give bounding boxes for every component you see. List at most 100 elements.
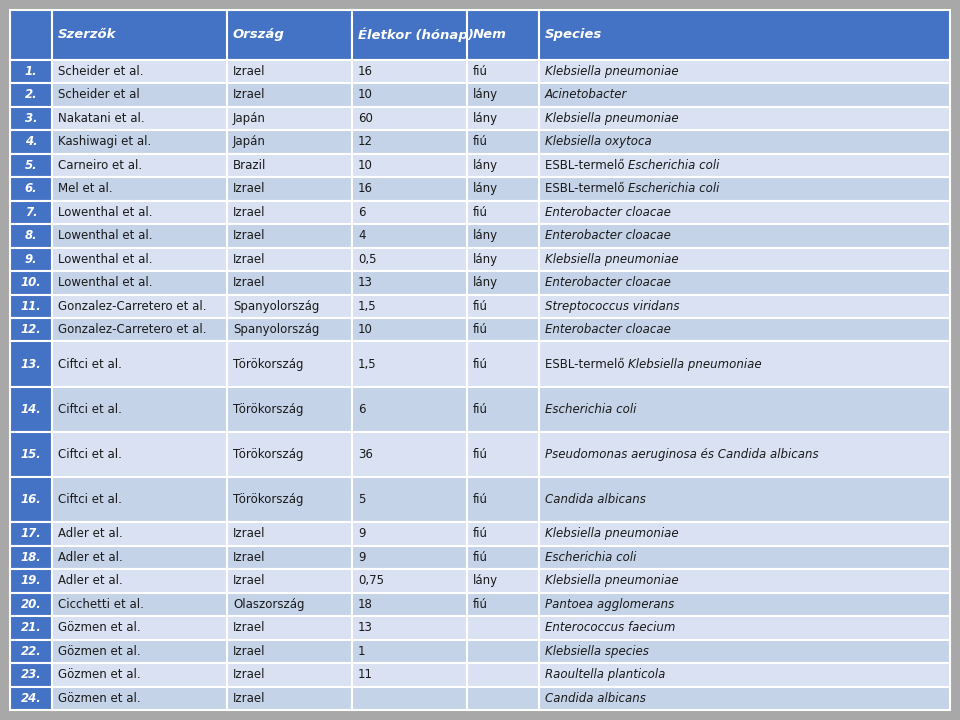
Bar: [539, 84, 950, 107]
Bar: [467, 248, 539, 271]
Text: Izrael: Izrael: [233, 253, 266, 266]
Text: fiú: fiú: [473, 323, 488, 336]
Text: Japán: Japán: [233, 135, 266, 148]
Bar: [352, 294, 467, 318]
Text: 36: 36: [358, 448, 372, 461]
Bar: [227, 130, 352, 153]
Text: Pantoea agglomerans: Pantoea agglomerans: [545, 598, 674, 611]
Text: 20.: 20.: [20, 598, 41, 611]
Text: Candida albicans: Candida albicans: [545, 692, 646, 705]
Bar: [52, 294, 227, 318]
Bar: [352, 271, 467, 294]
Text: Nakatani et al.: Nakatani et al.: [58, 112, 145, 125]
Text: 23.: 23.: [20, 668, 41, 681]
Text: Izrael: Izrael: [233, 89, 266, 102]
Text: fiú: fiú: [473, 135, 488, 148]
Text: lány: lány: [473, 229, 498, 243]
Bar: [539, 271, 950, 294]
Bar: [352, 593, 467, 616]
Bar: [227, 616, 352, 639]
Bar: [10, 639, 52, 663]
Text: 16: 16: [358, 182, 373, 195]
Text: Izrael: Izrael: [233, 527, 266, 541]
Text: 6: 6: [358, 402, 366, 415]
Text: 8.: 8.: [25, 229, 37, 243]
Text: 0,75: 0,75: [358, 575, 384, 588]
Bar: [539, 107, 950, 130]
Text: Lowenthal et al.: Lowenthal et al.: [58, 229, 153, 243]
Bar: [10, 177, 52, 201]
Text: Klebsiella pneumoniae: Klebsiella pneumoniae: [545, 112, 679, 125]
Text: 24.: 24.: [20, 692, 41, 705]
Bar: [467, 432, 539, 477]
Text: lány: lány: [473, 575, 498, 588]
Text: 6: 6: [358, 206, 366, 219]
Bar: [52, 387, 227, 432]
Bar: [352, 387, 467, 432]
Bar: [539, 387, 950, 432]
Text: Cicchetti et al.: Cicchetti et al.: [58, 598, 144, 611]
Bar: [467, 107, 539, 130]
Bar: [52, 224, 227, 248]
Bar: [227, 432, 352, 477]
Text: Izrael: Izrael: [233, 645, 266, 658]
Bar: [467, 477, 539, 522]
Text: 6.: 6.: [25, 182, 37, 195]
Bar: [10, 10, 52, 60]
Text: Izrael: Izrael: [233, 182, 266, 195]
Bar: [52, 248, 227, 271]
Bar: [227, 341, 352, 387]
Text: 21.: 21.: [20, 621, 41, 634]
Text: Izrael: Izrael: [233, 692, 266, 705]
Text: Gözmen et al.: Gözmen et al.: [58, 621, 140, 634]
Bar: [467, 153, 539, 177]
Text: Pseudomonas aeruginosa és Candida albicans: Pseudomonas aeruginosa és Candida albica…: [545, 448, 819, 461]
Text: 12: 12: [358, 135, 373, 148]
Bar: [467, 60, 539, 84]
Bar: [352, 84, 467, 107]
Text: 3.: 3.: [25, 112, 37, 125]
Bar: [10, 318, 52, 341]
Bar: [227, 546, 352, 569]
Text: 2.: 2.: [25, 89, 37, 102]
Text: 7.: 7.: [25, 206, 37, 219]
Bar: [52, 616, 227, 639]
Text: Izrael: Izrael: [233, 551, 266, 564]
Bar: [539, 10, 950, 60]
Text: Species: Species: [545, 28, 602, 41]
Bar: [539, 201, 950, 224]
Bar: [10, 432, 52, 477]
Text: 13: 13: [358, 621, 372, 634]
Bar: [10, 593, 52, 616]
Bar: [10, 387, 52, 432]
Bar: [52, 432, 227, 477]
Bar: [227, 177, 352, 201]
Text: 15.: 15.: [20, 448, 41, 461]
Text: lány: lány: [473, 276, 498, 289]
Text: Klebsiella pneumoniae: Klebsiella pneumoniae: [545, 253, 679, 266]
Text: Spanyolország: Spanyolország: [233, 300, 320, 312]
Bar: [352, 10, 467, 60]
Bar: [467, 271, 539, 294]
Bar: [52, 663, 227, 686]
Text: lány: lány: [473, 182, 498, 195]
Bar: [10, 569, 52, 593]
Bar: [227, 201, 352, 224]
Text: Gözmen et al.: Gözmen et al.: [58, 668, 140, 681]
Bar: [227, 248, 352, 271]
Bar: [227, 387, 352, 432]
Bar: [539, 616, 950, 639]
Text: 14.: 14.: [20, 402, 41, 415]
Text: 18: 18: [358, 598, 372, 611]
Text: Raoultella planticola: Raoultella planticola: [545, 668, 665, 681]
Text: 9: 9: [358, 551, 366, 564]
Text: lány: lány: [473, 159, 498, 172]
Bar: [10, 294, 52, 318]
Bar: [227, 663, 352, 686]
Text: Mel et al.: Mel et al.: [58, 182, 112, 195]
Text: fiú: fiú: [473, 448, 488, 461]
Bar: [227, 522, 352, 546]
Bar: [539, 569, 950, 593]
Text: Gonzalez-Carretero et al.: Gonzalez-Carretero et al.: [58, 300, 206, 312]
Bar: [227, 271, 352, 294]
